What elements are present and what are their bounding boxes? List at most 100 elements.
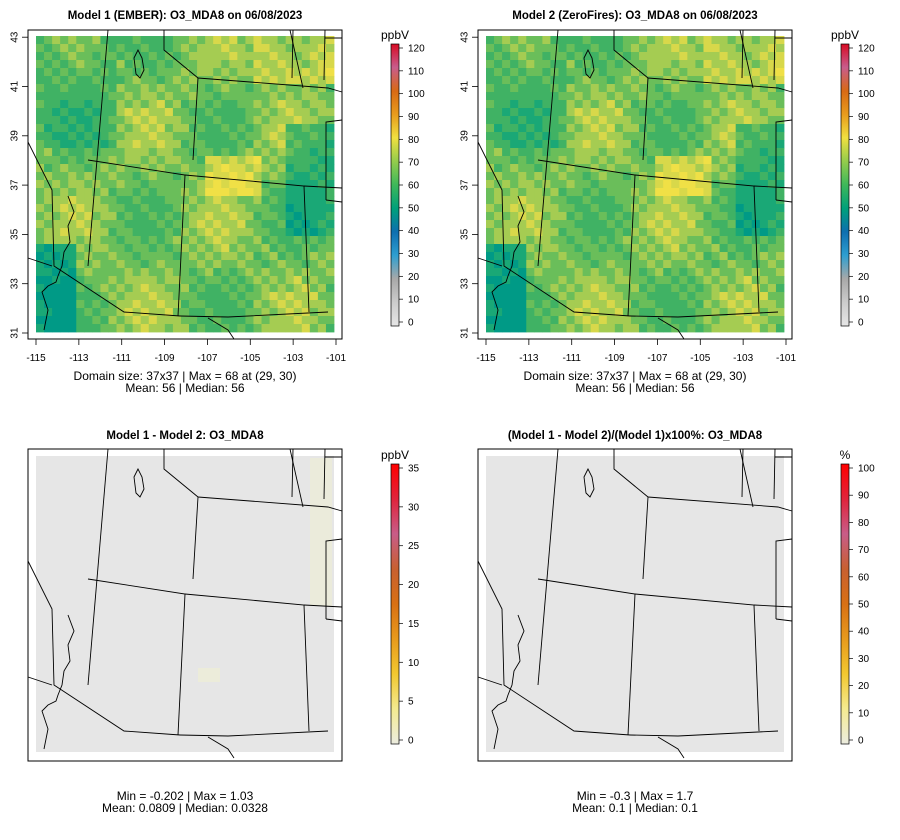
- grid-cell: [622, 116, 632, 125]
- grid-cell: [502, 284, 511, 293]
- grid-cell: [205, 108, 214, 117]
- grid-cell: [237, 172, 246, 181]
- grid-cell: [735, 196, 745, 205]
- grid-cell: [140, 212, 150, 221]
- grid-cell: [140, 156, 150, 165]
- grid-cell: [510, 236, 519, 245]
- grid-cell: [759, 148, 769, 157]
- grid-cell: [558, 84, 567, 93]
- grid-cell: [180, 52, 190, 61]
- grid-cell: [526, 308, 535, 317]
- grid-cell: [189, 156, 198, 165]
- grid-cell: [590, 180, 600, 189]
- grid-cell: [775, 292, 785, 301]
- grid-cell: [245, 108, 254, 117]
- grid-cell: [148, 204, 158, 213]
- grid-cell: [558, 204, 567, 213]
- grid-cell: [663, 300, 672, 309]
- grid-cell: [751, 324, 761, 333]
- grid-cell: [622, 92, 632, 101]
- grid-cell: [655, 44, 664, 53]
- grid-cell: [622, 124, 632, 133]
- grid-cell: [36, 260, 45, 269]
- grid-cell: [44, 148, 53, 157]
- grid-cell: [44, 116, 53, 125]
- grid-cell: [221, 100, 230, 109]
- grid-cell: [261, 148, 270, 157]
- grid-cell: [140, 172, 150, 181]
- grid-cell: [245, 324, 254, 333]
- grid-cell: [325, 188, 335, 197]
- grid-cell: [172, 188, 182, 197]
- grid-cell: [92, 108, 101, 117]
- grid-cell: [743, 244, 753, 253]
- grid-cell: [743, 164, 753, 173]
- grid-cell: [703, 188, 712, 197]
- grid-cell: [622, 156, 632, 165]
- grid-cell: [542, 324, 551, 333]
- grid-cell: [598, 44, 608, 53]
- grid-cell: [245, 196, 254, 205]
- grid-cell: [277, 260, 287, 269]
- grid-cell: [44, 180, 53, 189]
- grid-cell: [727, 132, 737, 141]
- grid-cell: [100, 132, 109, 141]
- grid-cell: [687, 268, 696, 277]
- grid-cell: [574, 324, 584, 333]
- grid-cell: [309, 60, 319, 69]
- grid-cell: [164, 228, 174, 237]
- grid-cell: [52, 188, 61, 197]
- colorbar-tick-label: 40: [858, 226, 870, 237]
- grid-cell: [301, 108, 311, 117]
- grid-cell: [124, 124, 134, 133]
- grid-cell: [775, 284, 785, 293]
- grid-cell: [44, 276, 53, 285]
- grid-cell: [574, 84, 584, 93]
- grid-cell: [502, 124, 511, 133]
- grid-cell: [277, 188, 287, 197]
- grid-cell: [526, 236, 535, 245]
- grid-cell: [132, 180, 142, 189]
- grid-cell: [639, 228, 648, 237]
- panel-percent-difference: (Model 1 - Model 2)/(Model 1)x100%: O3_M…: [477, 430, 875, 815]
- grid-cell: [317, 84, 327, 93]
- grid-cell: [36, 212, 45, 221]
- grid-cell: [116, 276, 125, 285]
- grid-cell: [502, 220, 511, 229]
- grid-cell: [237, 44, 246, 53]
- grid-cell: [767, 244, 777, 253]
- grid-cell: [205, 44, 214, 53]
- colorbar-tick-label: 50: [858, 600, 870, 611]
- grid-cell: [598, 252, 608, 261]
- grid-cell: [558, 36, 567, 45]
- grid-cell: [582, 140, 592, 149]
- grid-cell: [164, 188, 174, 197]
- grid-cell: [253, 44, 262, 53]
- grid-cell: [598, 156, 608, 165]
- stat-line-1: Min = -0.3 | Max = 1.7: [577, 789, 694, 803]
- grid-cell: [671, 156, 680, 165]
- grid-cell: [213, 164, 222, 173]
- grid-cell: [518, 324, 527, 333]
- grid-cell: [108, 116, 117, 125]
- grid-cell: [293, 212, 303, 221]
- grid-cell: [140, 164, 150, 173]
- grid-cell: [100, 244, 109, 253]
- grid-cell: [301, 316, 311, 325]
- grid-cell: [253, 68, 262, 77]
- grid-cell: [719, 220, 729, 229]
- grid-cell: [751, 316, 761, 325]
- grid-cell: [655, 284, 664, 293]
- grid-cell: [245, 148, 254, 157]
- grid-cell: [172, 252, 182, 261]
- grid-cell: [285, 36, 295, 45]
- grid-cell: [719, 132, 729, 141]
- grid-cell: [36, 252, 45, 261]
- grid-cell: [116, 52, 125, 61]
- grid-cell: [719, 276, 729, 285]
- grid-cell: [775, 76, 785, 85]
- colorbar-tick-label: 5: [408, 697, 414, 708]
- grid-cell: [140, 300, 150, 309]
- grid-cell: [719, 148, 729, 157]
